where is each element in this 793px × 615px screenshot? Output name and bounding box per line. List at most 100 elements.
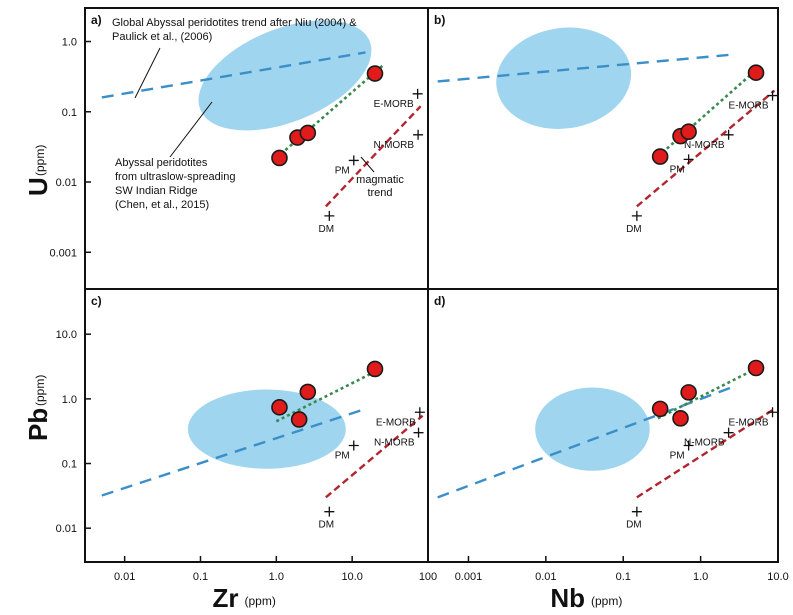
ellipse-annotation-line: Abyssal peridotites — [115, 157, 208, 169]
x-tick-label: 1.0 — [693, 571, 708, 583]
sample-point — [680, 123, 697, 141]
y-tick-label: 0.001 — [49, 247, 77, 259]
panel-letter: b) — [434, 13, 445, 27]
x-axis-label: Zr — [213, 583, 239, 613]
x-tick-label: 10.0 — [767, 571, 788, 583]
reference-marker-dm — [324, 506, 335, 517]
abyssal-peridotite-field — [496, 27, 632, 129]
reference-label-pm: PM — [335, 450, 350, 461]
abyssal-peridotite-field — [187, 389, 346, 469]
y-axis-label-top: U — [23, 177, 53, 196]
abyssal-peridotite-field — [198, 20, 372, 131]
panel-b: DM PM N-MORB E-MORB b) — [427, 7, 779, 290]
sample-point — [672, 410, 689, 427]
panel-letter: d) — [434, 294, 445, 308]
panel-letter: a) — [91, 13, 102, 27]
x-axis-unit: (ppm) — [591, 594, 622, 608]
abyssal-trend-line — [437, 386, 732, 499]
x-tick-label: 0.01 — [114, 571, 135, 583]
reference-marker-e-morb — [412, 88, 423, 99]
reference-marker-dm — [631, 506, 642, 517]
sample-point — [651, 148, 669, 165]
reference-marker-n-morb — [413, 427, 424, 438]
reference-label-dm: DM — [319, 224, 335, 235]
sample-point — [290, 411, 308, 428]
reference-marker-pm — [348, 440, 359, 451]
sample-trend-line — [275, 366, 383, 423]
y-tick-label: 10.0 — [56, 329, 77, 341]
y-tick-label: 0.1 — [62, 107, 77, 119]
panel-letter: c) — [91, 294, 102, 308]
reference-label-dm: DM — [319, 520, 335, 531]
x-tick-label: 1.0 — [269, 571, 284, 583]
y-tick-label: 0.01 — [56, 523, 77, 535]
reference-marker-e-morb — [767, 90, 778, 101]
ellipse-annotation-line: SW Indian Ridge — [115, 185, 198, 197]
y-axis-labels: U (ppm) Pb (ppm) — [23, 145, 53, 441]
panel-a: DM PM N-MORB E-MORB a) 1.0 0.1 0.01 0.001 Global … — [49, 7, 429, 290]
reference-marker-n-morb — [723, 129, 734, 140]
global-trend-leader — [134, 47, 161, 99]
magmatic-annotation-line: trend — [367, 187, 392, 199]
y-axis-unit-top: (ppm) — [33, 145, 47, 176]
sample-point — [680, 384, 697, 401]
plot-area — [437, 27, 776, 208]
sample-point — [366, 360, 384, 378]
y-tick-label: 1.0 — [62, 394, 77, 406]
ellipse-annotation: Abyssal peridotites from ultraslow-spread… — [115, 157, 235, 211]
reference-marker-pm — [683, 440, 694, 451]
y-axis-label-bottom: Pb — [23, 408, 53, 441]
ellipse-leader — [169, 101, 213, 158]
reference-marker-n-morb — [413, 129, 424, 140]
reference-label-pm: PM — [335, 165, 350, 176]
reference-label-dm: DM — [626, 224, 642, 235]
reference-label-n-morb: N-MORB — [374, 140, 415, 151]
magmatic-annotation: magmatic trend — [356, 174, 404, 199]
abyssal-trend-line — [437, 53, 732, 83]
global-trend-annotation: Global Abyssal peridotites trend after N… — [112, 17, 357, 43]
x-axis-unit: (ppm) — [245, 594, 276, 608]
sample-point — [651, 400, 669, 418]
magmatic-annotation-line: magmatic — [356, 174, 404, 186]
plot-area — [101, 20, 422, 208]
reference-label-pm: PM — [670, 164, 685, 175]
y-axis-unit-bottom: (ppm) — [33, 375, 47, 406]
abyssal-peridotite-field — [535, 387, 650, 471]
reference-marker-e-morb — [414, 407, 425, 418]
sample-trend-line — [656, 64, 762, 158]
x-axis-label: Nb — [550, 583, 585, 613]
reference-marker-pm — [348, 155, 359, 166]
sample-trend-line — [657, 365, 762, 420]
ellipse-annotation-line: from ultraslow-spreading — [115, 171, 235, 183]
reference-marker-n-morb — [723, 427, 734, 438]
sample-point — [299, 383, 317, 401]
x-tick-label: 10.0 — [341, 571, 362, 583]
reference-label-pm: PM — [670, 450, 685, 461]
global-trend-annotation-line: Global Abyssal peridotites trend after N… — [112, 17, 357, 29]
magmatic-trend-line — [636, 407, 776, 499]
reference-marker-pm — [683, 154, 694, 165]
reference-label-n-morb: N-MORB — [684, 438, 725, 449]
sample-point — [299, 124, 317, 142]
panel-frame — [427, 288, 779, 563]
plot-area — [101, 366, 424, 499]
reference-marker-e-morb — [767, 407, 778, 418]
panel-c: DM PM N-MORB E-MORB c) 10.0 1.0 0.1 0.01 0.01 0.1 1… — [56, 288, 437, 613]
abyssal-trend-line — [101, 51, 366, 99]
reference-label-e-morb: E-MORB — [729, 417, 769, 428]
reference-label-n-morb: N-MORB — [374, 438, 415, 449]
magmatic-trend-line — [636, 89, 776, 208]
reference-marker-dm — [324, 210, 335, 221]
plot-area — [437, 365, 776, 499]
sample-point — [271, 149, 288, 167]
x-tick-label: 0.1 — [616, 571, 631, 583]
x-tick-label: 0.001 — [455, 571, 483, 583]
y-tick-label: 0.01 — [56, 177, 77, 189]
reference-label-e-morb: E-MORB — [376, 417, 416, 428]
global-trend-annotation-line: Paulick et al., (2006) — [112, 31, 212, 43]
panels-layer: DMPMN-MORBE-MORBa)1.00.10.010.001Global … — [49, 7, 789, 613]
reference-marker-dm — [631, 210, 642, 221]
y-tick-label: 1.0 — [62, 37, 77, 49]
sample-point — [366, 65, 384, 82]
